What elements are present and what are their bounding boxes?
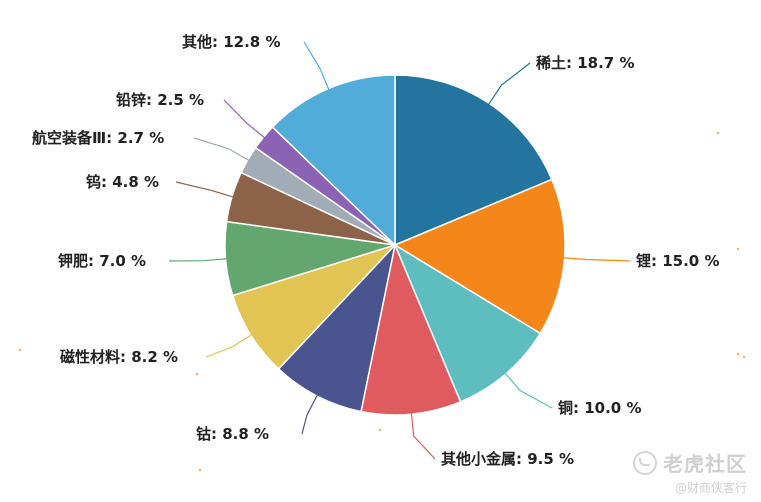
leader-line-4 — [301, 390, 321, 435]
leader-line-1 — [558, 256, 631, 262]
slice-label-9: 铅锌: 2.5 % — [116, 91, 204, 109]
slice-label-4: 钴: 8.8 % — [196, 425, 269, 443]
slice-label-6: 钾肥: 7.0 % — [58, 252, 146, 270]
watermark-author: @财商侠客行 — [674, 481, 747, 495]
background-dot — [18, 348, 22, 352]
leader-line-7 — [175, 181, 238, 199]
slice-label-3: 其他小金属: 9.5 % — [441, 450, 574, 468]
background-dot — [195, 372, 199, 376]
leader-line-8 — [193, 137, 254, 164]
leader-line-5 — [205, 331, 257, 358]
leader-line-0 — [485, 62, 531, 109]
leader-line-10 — [303, 41, 332, 95]
slice-label-10: 其他: 12.8 % — [182, 33, 280, 51]
watermark: 老虎社区 @财商侠客行 — [633, 448, 747, 496]
background-dot — [742, 355, 746, 359]
tiger-logo-icon — [633, 450, 657, 475]
background-dot — [716, 131, 720, 135]
background-dot — [736, 352, 740, 356]
background-dot — [198, 468, 202, 472]
background-dot — [736, 247, 740, 251]
leader-line-9 — [223, 99, 269, 142]
leader-line-3 — [410, 408, 436, 460]
slice-label-7: 钨: 4.8 % — [86, 173, 159, 191]
slice-label-2: 铜: 10.0 % — [558, 399, 641, 417]
slice-label-8: 航空装备Ⅲ: 2.7 % — [32, 129, 164, 147]
slice-label-5: 磁性材料: 8.2 % — [60, 348, 178, 366]
background-dot — [378, 428, 382, 432]
leader-line-6 — [168, 257, 232, 262]
slice-label-0: 稀土: 18.7 % — [536, 54, 634, 72]
watermark-brand: 老虎社区 — [663, 452, 747, 476]
leader-line-2 — [501, 369, 553, 409]
slice-label-1: 锂: 15.0 % — [636, 252, 719, 270]
